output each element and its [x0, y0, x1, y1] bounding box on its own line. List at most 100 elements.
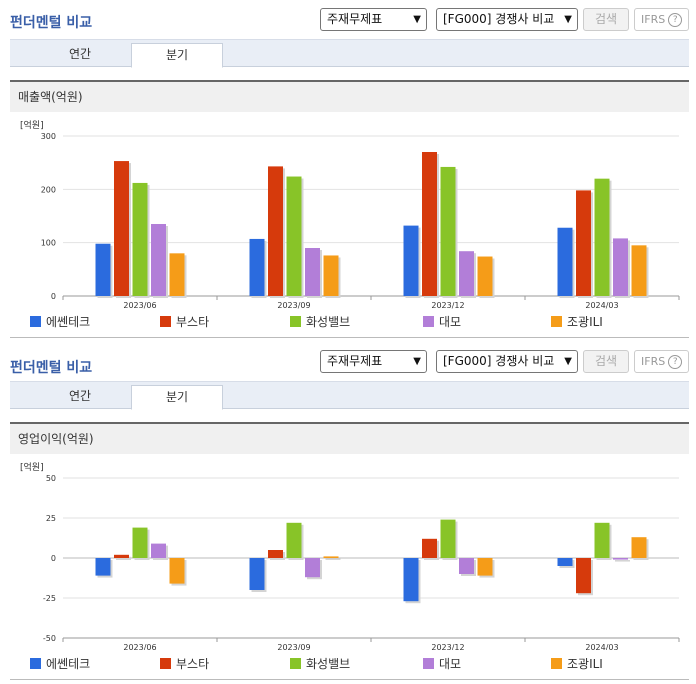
- legend-item[interactable]: 부스타: [160, 313, 209, 330]
- ifrs-help-button[interactable]: IFRS?: [634, 350, 689, 373]
- x-tick-label: 2023/06: [123, 301, 156, 310]
- y-tick-label: -25: [43, 594, 56, 603]
- fundamental-panel-operating-profit: 펀더멘털 비교 주재무제표 ▼ [FG000] 경쟁사 비교 ▼ 검색 IFRS? …: [0, 342, 696, 684]
- y-tick-label: 200: [41, 185, 56, 194]
- bar[interactable]: [249, 558, 265, 590]
- legend-item[interactable]: 조광ILI: [551, 655, 603, 672]
- bar[interactable]: [132, 527, 148, 558]
- legend-item[interactable]: 에쎈테크: [30, 313, 90, 330]
- y-tick-label: 0: [51, 292, 56, 301]
- bar[interactable]: [249, 238, 265, 296]
- legend-swatch: [423, 658, 434, 669]
- tab-quarterly[interactable]: 분기: [131, 43, 223, 68]
- unit-label: [억원]: [20, 121, 44, 131]
- help-icon: ?: [668, 13, 683, 27]
- bar[interactable]: [557, 227, 573, 296]
- y-tick-label: -50: [43, 634, 56, 643]
- bar[interactable]: [323, 255, 339, 296]
- bar[interactable]: [613, 558, 628, 560]
- operating-profit-chart: -50 -25 0 25 50 2023/06 2023/09 2023/12 2024/03: [43, 474, 680, 650]
- tab-annual[interactable]: 연간: [68, 389, 92, 403]
- bar[interactable]: [459, 251, 474, 296]
- panel-title: 펀더멘털 비교: [10, 15, 93, 31]
- bar[interactable]: [323, 556, 339, 558]
- bar[interactable]: [305, 558, 320, 578]
- legend-swatch: [290, 658, 301, 669]
- chevron-down-icon: ▼: [413, 356, 421, 367]
- bar[interactable]: [403, 225, 419, 296]
- search-button[interactable]: 검색: [583, 350, 629, 373]
- help-icon: ?: [668, 355, 683, 369]
- legend-swatch: [30, 316, 41, 327]
- bar[interactable]: [613, 238, 628, 296]
- search-button[interactable]: 검색: [583, 8, 629, 31]
- bar[interactable]: [477, 558, 493, 576]
- panel-title: 펀더멘털 비교: [10, 360, 93, 376]
- statement-select-value: 주재무제표: [327, 12, 383, 26]
- period-tabs: 연간 분기: [10, 39, 689, 68]
- bar[interactable]: [477, 256, 493, 296]
- ifrs-help-button[interactable]: IFRS?: [634, 8, 689, 31]
- bar[interactable]: [557, 558, 573, 566]
- bar[interactable]: [576, 190, 591, 296]
- revenue-chart: 0 100 200 300 2023/06 2023/09 2023/12 2024/03: [41, 132, 680, 310]
- legend-label: 화성밸브: [306, 315, 351, 329]
- bar[interactable]: [151, 224, 166, 296]
- bar[interactable]: [403, 558, 419, 602]
- peer-select-value: [FG000] 경쟁사 비교: [443, 12, 555, 26]
- ifrs-label: IFRS: [641, 13, 666, 26]
- bar[interactable]: [305, 248, 320, 296]
- bar[interactable]: [169, 558, 185, 584]
- legend-label: 에쎈테크: [46, 315, 91, 329]
- y-tick-label: 50: [46, 474, 56, 483]
- bar[interactable]: [114, 554, 129, 558]
- legend-item[interactable]: 화성밸브: [290, 313, 350, 330]
- x-tick-label: 2023/09: [277, 643, 310, 650]
- period-tabs: 연간 분기: [10, 381, 689, 410]
- bar[interactable]: [286, 522, 302, 558]
- x-tick-label: 2024/03: [585, 643, 618, 650]
- bar[interactable]: [440, 519, 456, 558]
- bar[interactable]: [631, 245, 647, 296]
- legend-item[interactable]: 대모: [423, 313, 461, 330]
- legend-item[interactable]: 에쎈테크: [30, 655, 90, 672]
- y-tick-label: 300: [41, 132, 56, 141]
- unit-label: [억원]: [20, 463, 44, 473]
- legend-label: 대모: [439, 657, 462, 671]
- x-tick-label: 2023/12: [431, 643, 464, 650]
- legend-item[interactable]: 대모: [423, 655, 461, 672]
- peer-select[interactable]: [FG000] 경쟁사 비교 ▼: [436, 8, 578, 31]
- bar[interactable]: [422, 538, 437, 558]
- legend-label: 화성밸브: [306, 657, 351, 671]
- statement-select[interactable]: 주재무제표 ▼: [320, 350, 427, 373]
- bar[interactable]: [132, 182, 148, 296]
- bar[interactable]: [631, 537, 647, 558]
- bar[interactable]: [268, 550, 283, 558]
- legend-label: 부스타: [176, 315, 210, 329]
- bar[interactable]: [169, 253, 185, 296]
- bar[interactable]: [594, 522, 610, 558]
- peer-select[interactable]: [FG000] 경쟁사 비교 ▼: [436, 350, 578, 373]
- legend-swatch: [30, 658, 41, 669]
- legend-item[interactable]: 화성밸브: [290, 655, 350, 672]
- tab-annual[interactable]: 연간: [68, 47, 92, 61]
- bar[interactable]: [459, 558, 474, 574]
- bar[interactable]: [440, 166, 456, 296]
- tab-quarterly[interactable]: 분기: [131, 385, 223, 410]
- legend-item[interactable]: 조광ILI: [551, 313, 603, 330]
- legend-item[interactable]: 부스타: [160, 655, 209, 672]
- bar[interactable]: [268, 166, 283, 296]
- legend-label: 대모: [439, 315, 462, 329]
- bar[interactable]: [286, 176, 302, 296]
- legend-label: 부스타: [176, 657, 210, 671]
- bar[interactable]: [576, 558, 591, 594]
- bar[interactable]: [151, 543, 166, 558]
- bar[interactable]: [95, 243, 111, 296]
- bar[interactable]: [114, 161, 129, 296]
- bar[interactable]: [95, 558, 111, 576]
- statement-select[interactable]: 주재무제표 ▼: [320, 8, 427, 31]
- bar[interactable]: [422, 152, 437, 296]
- bar[interactable]: [594, 178, 610, 296]
- bar-shadow: [116, 556, 131, 560]
- divider: [10, 337, 689, 338]
